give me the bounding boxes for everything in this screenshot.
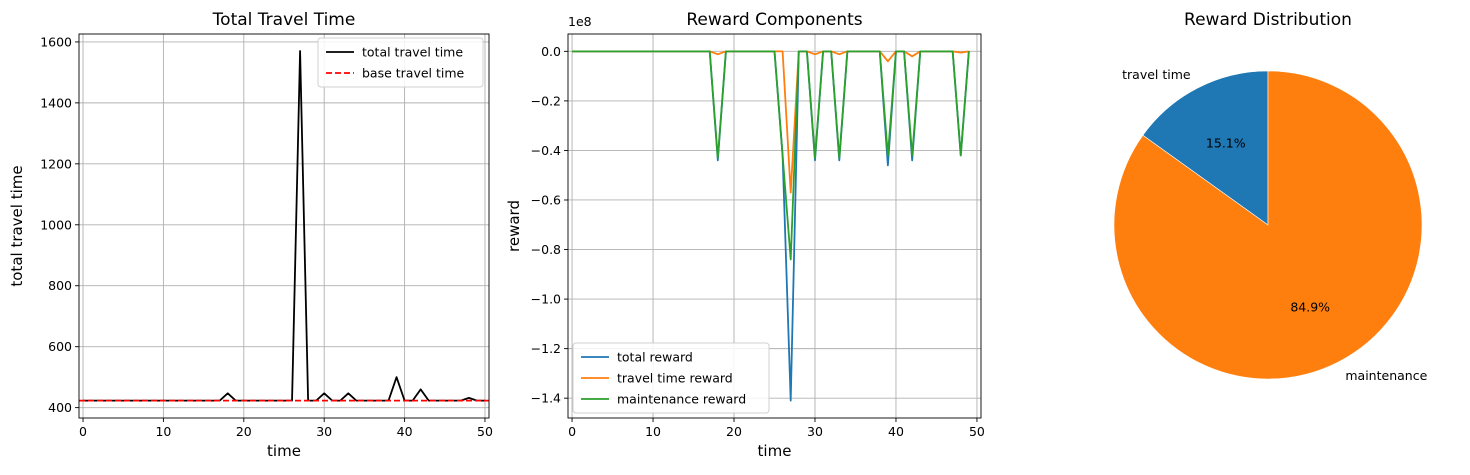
x-axis-label: time [758,442,792,460]
series-line-maintenance-reward [572,50,970,261]
legend-entry: maintenance reward [617,392,746,407]
x-tick-label: 10 [645,424,661,439]
chart-title: Reward Components [686,10,862,30]
y-tick-label: −0.4 [531,143,561,158]
y-tick-label: 0.0 [541,44,561,59]
y-tick-label: −0.2 [531,93,561,108]
line-chart-0: 0 10 20 30 40 50 400 600 800 1000 1200 1400 1600 Tota… [8,10,493,460]
y-axis-label: reward [505,200,523,252]
legend: total reward travel time reward maintenanc… [572,342,770,414]
y-tick-label: −0.8 [531,242,561,257]
pie-category-label: travel time [1122,67,1191,82]
y-tick-label: 1200 [40,156,72,171]
legend-entry: total travel time [362,45,463,60]
x-tick-label: 40 [397,424,413,439]
legend-frame [572,342,770,414]
legend-entry: base travel time [362,66,465,81]
y-scale-offset-label: 1e8 [568,14,592,29]
pie-category-label: maintenance [1345,368,1427,383]
x-tick-label: 0 [79,424,87,439]
pie-slice-travel-time [1142,70,1269,226]
plot-frame [567,33,982,419]
x-tick-label: 0 [568,424,576,439]
x-axis-label: time [267,442,301,460]
pie-slice-maintenance [1113,70,1423,380]
pie-chart-2: 15.1% travel time 84.9% maintenance Reward D… [1113,10,1428,383]
x-tick-label: 50 [969,424,985,439]
y-tick-label: −1.2 [531,341,561,356]
y-tick-label: 600 [48,339,72,354]
legend-frame [317,37,484,88]
y-tick-label: −1.4 [531,391,561,406]
y-tick-label: 800 [48,278,72,293]
line-chart-1: 0 10 20 30 40 50 0.0 −0.2 −0.4 −0.6 −0.8 −1.0 −1.2 −1… [505,10,985,460]
series-line-total-travel-time [83,50,485,402]
x-tick-label: 30 [807,424,823,439]
plot-frame [78,33,490,419]
y-tick-label: −1.0 [531,292,561,307]
chart-title: Total Travel Time [212,10,356,30]
x-tick-label: 30 [316,424,332,439]
pie-percent-label: 15.1% [1206,135,1246,150]
y-tick-label: −0.6 [531,192,561,207]
chart-title: Reward Distribution [1184,10,1352,30]
y-tick-label: 1000 [40,217,72,232]
x-tick-label: 20 [236,424,252,439]
x-tick-label: 40 [888,424,904,439]
x-tick-label: 50 [477,424,493,439]
x-tick-label: 10 [155,424,171,439]
legend: total travel time base travel time [317,37,484,88]
y-tick-label: 1600 [40,34,72,49]
y-tick-label: 400 [48,400,72,415]
y-axis-label: total travel time [8,165,26,286]
y-tick-label: 1400 [40,95,72,110]
legend-entry: total reward [617,350,693,365]
pie-percent-label: 84.9% [1290,300,1330,315]
x-tick-label: 20 [726,424,742,439]
legend-entry: travel time reward [617,371,733,386]
